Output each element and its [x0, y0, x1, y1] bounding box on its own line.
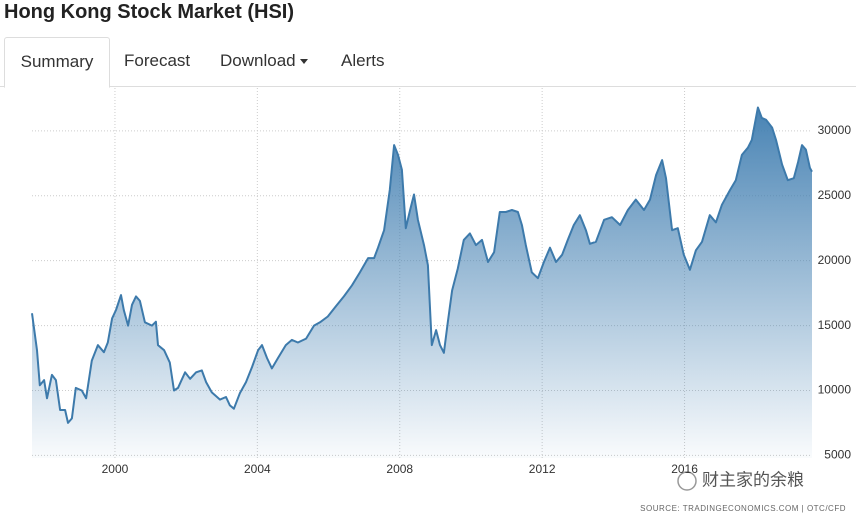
y-tick-label: 15000	[818, 318, 852, 332]
x-tick-label: 2008	[386, 462, 413, 476]
tab[interactable]: Alerts	[341, 51, 385, 70]
tab[interactable]: Download	[220, 37, 309, 86]
tab[interactable]: Forecast	[124, 51, 191, 70]
source: SOURCE: TRADINGECONOMICS.COM | OTC/CFD	[640, 504, 846, 513]
watermark: 财主家的余粮	[702, 470, 804, 489]
tab-label[interactable]: Download	[220, 51, 296, 70]
y-tick-label: 30000	[818, 123, 852, 137]
tab-bar: Summary Forecast Download Alerts	[0, 37, 856, 88]
page-title: Hong Kong Stock Market (HSI)	[4, 1, 295, 23]
dropdown-caret[interactable]	[300, 59, 309, 65]
tab[interactable]: Summary	[4, 37, 110, 88]
x-tick-label: 2016	[671, 462, 698, 476]
line	[31, 106, 813, 424]
x-tick-label: 2000	[102, 462, 129, 476]
y-tick-label: 10000	[818, 383, 852, 397]
y-tick-label: 20000	[818, 253, 852, 267]
x-tick-label: 2012	[529, 462, 556, 476]
area-fill	[32, 107, 812, 458]
x-tick-label: 2004	[244, 462, 271, 476]
y-tick-label: 5000	[824, 448, 851, 462]
watermark-icon	[677, 471, 697, 491]
y-tick-label: 25000	[818, 188, 852, 202]
